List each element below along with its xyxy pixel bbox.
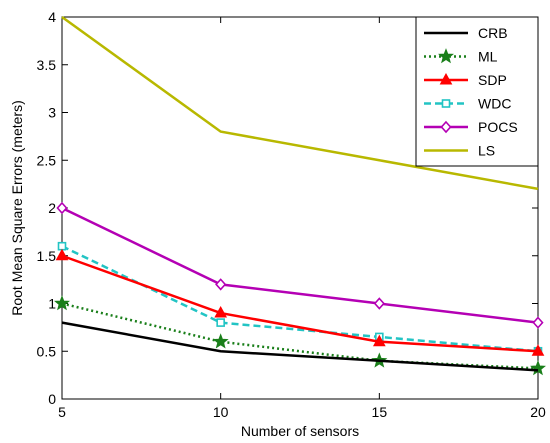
- data-point-sdp: [55, 248, 69, 261]
- data-point-ml: [54, 295, 70, 311]
- series-line-ml: [61, 302, 539, 370]
- series-sdp: [55, 248, 545, 356]
- legend-box: [415, 16, 539, 167]
- y-tick-label: 1.5: [37, 248, 57, 264]
- data-point-wdc: [216, 318, 225, 327]
- legend-entry-sdp: SDP: [424, 72, 507, 88]
- legend-entry-ls: LS: [424, 143, 495, 159]
- legend-label-ml: ML: [478, 49, 498, 65]
- data-point-ml: [212, 333, 229, 349]
- data-point-sdp: [372, 334, 386, 347]
- y-tick-label: 1: [48, 296, 56, 312]
- legend-label-wdc: WDC: [478, 96, 511, 112]
- y-tick-label: 2.5: [37, 152, 57, 168]
- y-tick-label: 0: [48, 391, 56, 407]
- legend-label-crb: CRB: [478, 25, 508, 41]
- y-axis-label: Root Mean Square Errors (meters): [9, 100, 25, 316]
- series-line-crb: [61, 321, 539, 372]
- data-point-wdc: [57, 241, 67, 251]
- legend-entry-pocs: POCS: [424, 119, 518, 135]
- data-point-pocs: [532, 316, 544, 329]
- y-tick-label: 2: [48, 200, 56, 216]
- legend-marker-sdp: [439, 72, 453, 85]
- y-tick-label: 0.5: [37, 343, 57, 359]
- axis-ticks: 5 10 15 20 0 0.5 1 1.5 2 2.5 3 3.5 4: [37, 9, 546, 420]
- y-tick-label: 3: [48, 105, 56, 121]
- series-layer: [54, 15, 546, 376]
- x-tick-label: 10: [213, 404, 229, 420]
- x-tick-label: 20: [530, 404, 546, 420]
- legend-label-pocs: POCS: [478, 119, 518, 135]
- series-line-ls: [61, 15, 539, 191]
- legend-label-sdp: SDP: [478, 72, 507, 88]
- y-tick-label: 4: [48, 9, 56, 25]
- legend-entry-ml: ML: [424, 48, 498, 65]
- x-tick-label: 15: [372, 404, 388, 420]
- series-ls: [61, 15, 539, 191]
- series-line-pocs: [61, 206, 539, 324]
- legend: CRB ML SDP WDC POCS LS: [415, 16, 539, 167]
- series-line-sdp: [61, 254, 539, 353]
- series-crb: [61, 321, 539, 372]
- data-point-pocs: [373, 297, 385, 310]
- data-point-pocs: [215, 278, 227, 291]
- x-axis-label: Number of sensors: [241, 423, 359, 439]
- legend-entry-wdc: WDC: [424, 96, 511, 112]
- legend-label-ls: LS: [478, 143, 495, 159]
- data-point-sdp: [214, 306, 228, 318]
- legend-marker-pocs: [440, 120, 452, 134]
- series-pocs: [56, 201, 544, 329]
- legend-entry-crb: CRB: [424, 25, 508, 41]
- data-point-ml: [530, 360, 546, 376]
- y-tick-label: 3.5: [37, 57, 57, 73]
- data-point-pocs: [56, 201, 68, 215]
- legend-marker-ml: [438, 48, 454, 64]
- data-point-sdp: [531, 344, 545, 356]
- legend-marker-wdc: [441, 99, 451, 108]
- x-tick-label: 5: [58, 404, 66, 420]
